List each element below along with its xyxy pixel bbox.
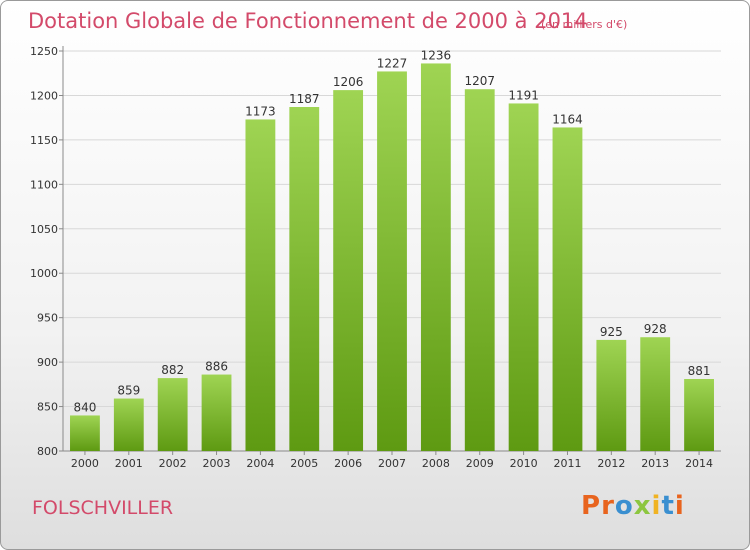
bar-value-label: 886 — [205, 360, 228, 374]
logo-letter: i — [651, 491, 662, 521]
bar-2002 — [157, 378, 188, 451]
bar-2005 — [289, 107, 320, 451]
bar-2010 — [508, 103, 539, 451]
x-tick-label: 2014 — [685, 457, 713, 470]
logo-letter: x — [633, 491, 652, 521]
x-tick-label: 2006 — [334, 457, 362, 470]
bar-value-label: 840 — [73, 400, 96, 414]
x-tick-label: 2010 — [510, 457, 538, 470]
x-tick-label: 2013 — [641, 457, 669, 470]
bar-value-label: 1236 — [421, 48, 452, 62]
y-tick-label: 1250 — [30, 45, 58, 58]
chart-unit: (en milliers d'€) — [541, 18, 628, 31]
y-tick-label: 1100 — [30, 178, 58, 191]
bar-value-label: 882 — [161, 363, 184, 377]
logo-letter: P — [581, 491, 602, 521]
x-tick-label: 2005 — [290, 457, 318, 470]
bar-value-label: 1207 — [464, 74, 495, 88]
bar-2000 — [70, 415, 100, 451]
x-tick-label: 2003 — [203, 457, 231, 470]
bar-value-label: 1206 — [333, 75, 364, 89]
x-tick-label: 2008 — [422, 457, 450, 470]
logo-letter: i — [674, 491, 685, 521]
x-tick-label: 2000 — [71, 457, 99, 470]
bar-2012 — [596, 339, 627, 451]
logo-letter: t — [661, 491, 675, 521]
x-tick-label: 2007 — [378, 457, 406, 470]
bar-2013 — [640, 337, 671, 451]
bar-value-label: 1191 — [508, 88, 539, 102]
y-tick-label: 1200 — [30, 89, 58, 102]
bar-2007 — [377, 71, 407, 451]
bar-2014 — [684, 379, 714, 451]
x-tick-label: 2001 — [115, 457, 143, 470]
chart-title: Dotation Globale de Fonctionnement de 20… — [28, 9, 588, 33]
bar-value-label: 881 — [688, 364, 711, 378]
y-tick-label: 1150 — [30, 134, 58, 147]
x-tick-label: 2002 — [159, 457, 187, 470]
y-tick-label: 950 — [37, 312, 58, 325]
x-tick-label: 2009 — [466, 457, 494, 470]
proxiti-logo: Proxiti — [581, 491, 685, 521]
logo-letter: o — [614, 491, 634, 521]
bar-2011 — [552, 127, 583, 451]
y-tick-label: 900 — [37, 356, 58, 369]
commune-name: FOLSCHVILLER — [32, 497, 174, 519]
y-tick-label: 800 — [37, 445, 58, 458]
bar-2006 — [333, 90, 364, 451]
bar-value-label: 925 — [600, 325, 623, 339]
bar-2004 — [245, 119, 276, 451]
bar-value-label: 1227 — [377, 56, 408, 70]
bar-value-label: 928 — [644, 322, 667, 336]
x-tick-label: 2012 — [597, 457, 625, 470]
x-tick-label: 2011 — [553, 457, 581, 470]
bar-2003 — [201, 374, 232, 451]
x-tick-label: 2004 — [246, 457, 274, 470]
bar-2008 — [420, 63, 451, 451]
logo-letter: r — [601, 491, 615, 521]
bar-2001 — [113, 398, 144, 451]
bar-2009 — [464, 89, 495, 451]
y-tick-label: 850 — [37, 401, 58, 414]
y-tick-label: 1050 — [30, 223, 58, 236]
bar-value-label: 859 — [117, 384, 140, 398]
bar-value-label: 1173 — [245, 104, 276, 118]
bar-value-label: 1164 — [552, 112, 583, 126]
y-tick-label: 1000 — [30, 267, 58, 280]
bar-value-label: 1187 — [289, 92, 320, 106]
